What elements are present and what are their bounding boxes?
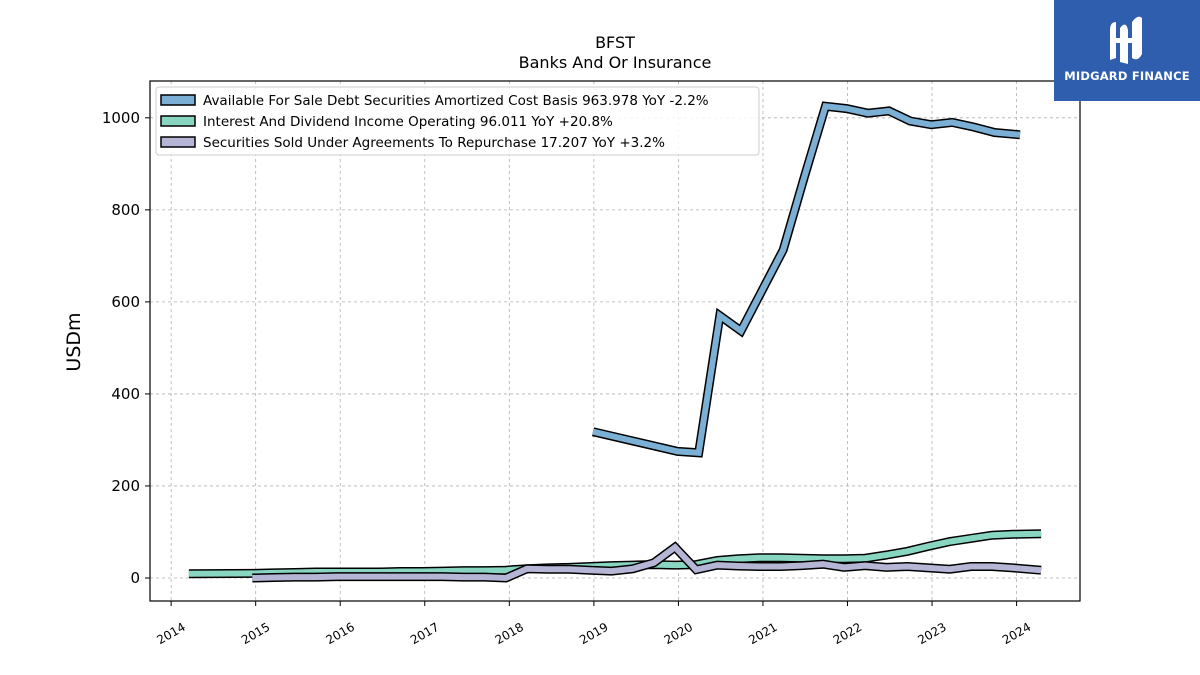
- y-tick-label: 400: [111, 385, 140, 403]
- logo-text: MIDGARD FINANCE: [1064, 69, 1190, 83]
- legend-box: [155, 86, 760, 156]
- grid: [150, 81, 1080, 601]
- x-tick-label: 2014: [154, 620, 187, 647]
- brand-logo: MIDGARD FINANCE: [1054, 0, 1200, 101]
- chart-title: BFST: [595, 33, 635, 52]
- legend: Available For Sale Debt Securities Amort…: [155, 86, 760, 156]
- series-line: [252, 543, 1042, 582]
- legend-swatch: [160, 136, 196, 148]
- midgard-logo-icon: [1110, 16, 1142, 65]
- y-tick-label: 800: [111, 201, 140, 219]
- x-tick-label: 2019: [577, 620, 610, 647]
- y-axis-label: USDm: [63, 312, 85, 371]
- legend-label: Securities Sold Under Agreements To Repu…: [203, 135, 665, 151]
- series-0: [591, 101, 1021, 458]
- y-axis: 0 200 400 600 800 1000: [102, 109, 150, 587]
- x-tick-label: 2023: [915, 620, 948, 647]
- x-tick-label: 2016: [324, 620, 357, 647]
- plot-frame: [149, 80, 1081, 602]
- y-tick-label: 1000: [102, 109, 140, 127]
- x-tick-label: 2024: [1000, 620, 1033, 647]
- x-tick-label: 2021: [746, 620, 779, 647]
- series-line-outline: [591, 101, 1021, 458]
- series-lines: [188, 101, 1042, 583]
- x-tick-label: 2015: [239, 620, 272, 647]
- series-line: [592, 103, 1021, 456]
- y-tick-label: 600: [111, 293, 140, 311]
- legend-swatch: [160, 94, 196, 106]
- legend-swatch: [160, 115, 196, 127]
- y-tick-label: 0: [130, 569, 140, 587]
- chart-subtitle: Banks And Or Insurance: [519, 53, 712, 72]
- x-tick-label: 2020: [662, 620, 695, 647]
- legend-label: Interest And Dividend Income Operating 9…: [203, 114, 613, 130]
- x-tick-label: 2022: [831, 620, 864, 647]
- legend-label: Available For Sale Debt Securities Amort…: [203, 93, 709, 109]
- x-tick-label: 2017: [408, 620, 441, 647]
- x-tick-label: 2018: [493, 620, 526, 647]
- series-2: [252, 541, 1042, 583]
- y-tick-label: 200: [111, 477, 140, 495]
- x-axis: 2014 2015 2016 2017 2018 2019 2020 2021 2022 2023…: [154, 601, 1033, 647]
